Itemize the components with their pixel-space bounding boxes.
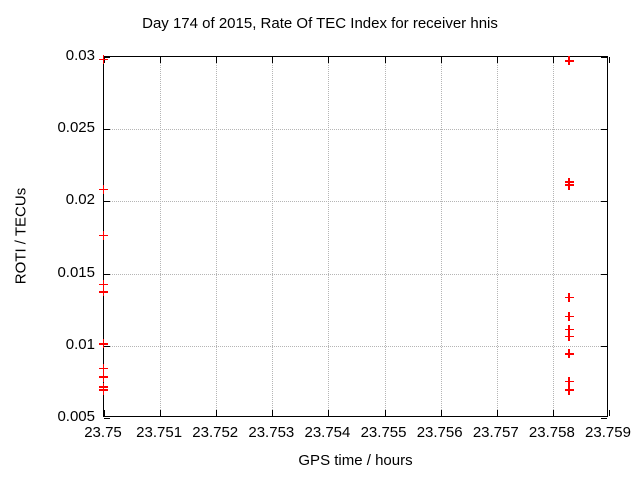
x-gridline [440,57,442,416]
x-tick-label: 23.759 [585,424,631,441]
y-tick-mark [104,418,110,419]
data-point-marker [99,184,108,194]
x-tick-mark [552,57,554,63]
data-point-marker [564,293,574,303]
y-gridline [104,129,607,131]
y-tick-label: 0.005 [57,408,95,425]
y-gridline [104,273,607,275]
x-tick-mark [328,410,330,416]
x-tick-mark [552,410,554,416]
x-gridline [160,57,162,416]
y-tick-mark [104,129,110,131]
x-gridline [216,57,218,416]
x-tick-mark [216,57,218,63]
x-tick-mark [440,410,442,416]
data-point-marker [564,56,574,66]
x-axis-title: GPS time / hours [298,452,413,469]
y-tick-label: 0.02 [65,191,95,209]
y-gridline [104,345,607,347]
x-tick-label: 23.754 [304,424,351,441]
data-point-marker [564,332,574,342]
x-tick-mark [272,57,274,63]
y-tick-mark [601,273,607,275]
y-tick-mark [601,57,607,58]
y-tick-mark [601,129,607,131]
x-tick-label: 23.753 [248,424,295,441]
y-tick-mark [104,273,110,275]
data-point-marker [564,311,574,321]
x-tick-mark [440,57,442,63]
x-tick-label: 23.758 [528,424,575,441]
x-tick-label: 23.756 [416,424,463,441]
x-tick-label: 23.755 [360,424,407,441]
x-tick-mark [496,410,498,416]
x-gridline [496,57,498,416]
data-point-marker [564,376,574,386]
x-gridline [328,57,330,416]
y-tick-mark [104,345,110,347]
y-gridline [104,201,607,203]
x-tick-label: 23.751 [136,424,183,441]
x-tick-mark [609,57,610,63]
x-tick-mark [272,410,274,416]
data-point-marker [99,231,108,241]
x-tick-mark [609,410,610,416]
plot-area [99,54,610,419]
y-tick-mark [601,201,607,203]
x-tick-label: 23.75 [84,424,122,441]
data-point-marker [99,385,108,395]
x-tick-mark [496,57,498,63]
y-tick-mark [104,57,110,58]
y-tick-label: 0.01 [65,335,95,353]
data-point-marker [564,349,574,359]
data-point-marker [99,339,108,349]
x-tick-mark [160,57,162,63]
x-tick-label: 23.757 [472,424,519,441]
data-point-marker [99,363,108,373]
chart-title: Day 174 of 2015, Rate Of TEC Index for r… [142,15,498,32]
data-point-marker [99,280,108,290]
y-tick-mark [601,345,607,347]
x-tick-mark [160,410,162,416]
data-point-marker [564,385,574,395]
y-tick-mark [104,201,110,203]
x-gridline [552,57,554,416]
y-tick-mark [601,418,607,419]
y-tick-label: 0.015 [57,263,95,281]
data-point-marker [564,324,574,334]
y-tick-label: 0.025 [57,119,95,137]
x-tick-mark [328,57,330,63]
data-point-marker [99,54,108,64]
y-tick-label: 0.03 [65,47,95,64]
x-gridline [272,57,274,416]
x-tick-mark [216,410,218,416]
x-tick-mark [104,410,105,416]
data-point-marker [99,372,108,382]
x-tick-mark [384,410,386,416]
data-point-marker [564,180,574,190]
x-tick-mark [384,57,386,63]
x-tick-label: 23.752 [192,424,239,441]
data-point-marker [99,287,108,297]
x-gridline [384,57,386,416]
